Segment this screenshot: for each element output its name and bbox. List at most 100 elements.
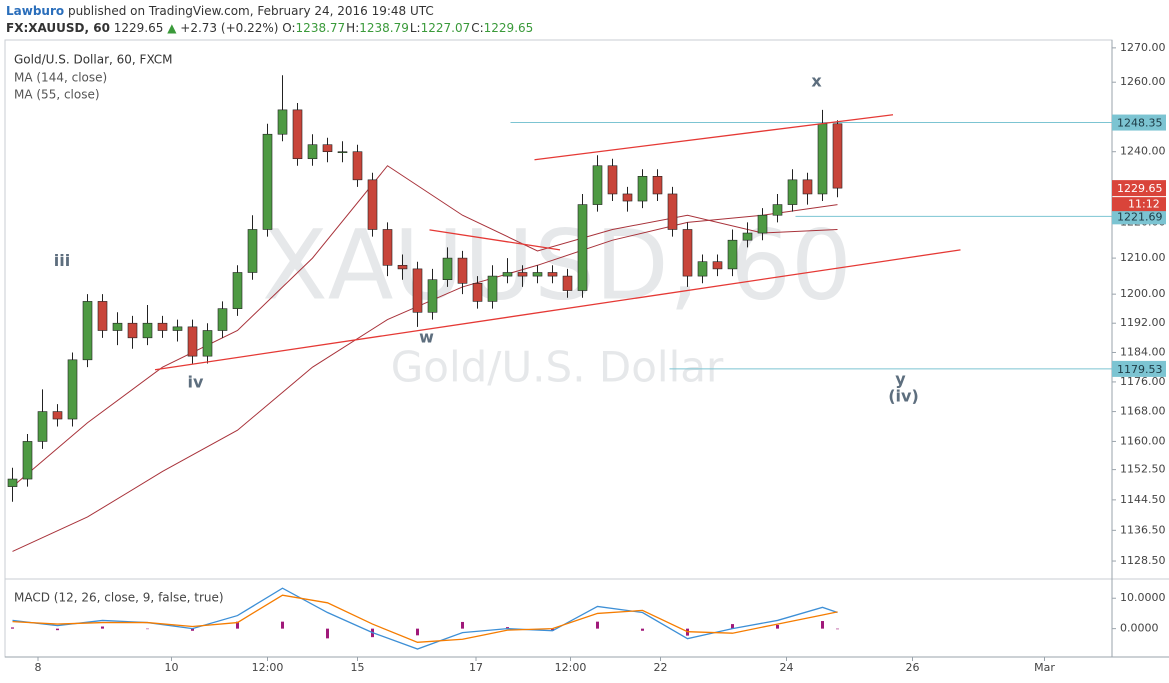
candle-body xyxy=(592,165,603,205)
quote-line: FX:XAUUSD, 60 1229.65 ▲ +2.73 (+0.22%) O… xyxy=(6,20,534,37)
candle-body xyxy=(772,204,783,216)
candle-body xyxy=(652,176,663,195)
y-tick-label: 1260.00 xyxy=(1120,75,1166,88)
histogram-bar xyxy=(416,628,419,636)
candle-body xyxy=(397,264,408,270)
candle-body xyxy=(307,144,318,160)
candle-body xyxy=(187,326,198,357)
candle-body xyxy=(742,232,753,241)
legend-entry: MA (144, close) xyxy=(14,71,107,85)
symbol: FX:XAUUSD, 60 xyxy=(6,21,110,35)
candle-body xyxy=(52,411,63,420)
x-tick-label: 24 xyxy=(780,661,794,674)
y-tick-label: 10.0000 xyxy=(1120,591,1166,604)
candle-body xyxy=(817,123,828,195)
ohlc-label: C: xyxy=(471,21,484,35)
y-tick-label: 1160.00 xyxy=(1120,434,1166,447)
trendline xyxy=(429,229,561,251)
histogram-bar xyxy=(281,621,284,629)
candle-body xyxy=(607,165,618,195)
histogram-bar xyxy=(326,628,329,639)
histogram-bar xyxy=(101,626,104,629)
candle-body xyxy=(172,326,183,331)
candle-body xyxy=(487,275,498,302)
candle-body xyxy=(322,144,333,153)
wave-label: iii xyxy=(54,251,70,270)
candle-body xyxy=(262,133,273,230)
candle-body xyxy=(442,257,453,280)
candle-body xyxy=(667,193,678,230)
published: published on TradingView.com, February 2… xyxy=(67,4,434,18)
watermark-name: Gold/U.S. Dollar xyxy=(391,343,724,392)
candle-body xyxy=(637,176,648,202)
candle-body xyxy=(217,308,228,331)
arrow: ▲ xyxy=(167,21,177,35)
wave-label: w xyxy=(419,327,434,346)
candle-body xyxy=(277,109,288,135)
histogram-bar xyxy=(821,621,824,629)
price-box xyxy=(1112,208,1166,225)
ohlc: O:1238.77H:1238.79L:1227.07C:1229.65 xyxy=(282,21,534,35)
watermark-symbol: XAUUSD, 60 xyxy=(262,209,852,321)
histogram-bar xyxy=(11,627,14,629)
candle-body xyxy=(7,478,18,487)
ohlc-label: H: xyxy=(346,21,360,35)
ohlc-value: 1238.79 xyxy=(359,21,409,35)
candle-body xyxy=(37,411,48,442)
chart-title: Gold/U.S. Dollar, 60, FXCM xyxy=(14,53,173,67)
x-tick-label: 15 xyxy=(351,661,365,674)
candle-body xyxy=(157,322,168,331)
candle-body xyxy=(472,283,483,302)
candle-body xyxy=(517,272,528,277)
candle-body xyxy=(697,261,708,277)
candle-body xyxy=(622,193,633,202)
candle-body xyxy=(562,275,573,291)
candle-body xyxy=(97,301,108,331)
ohlc-value: 1238.77 xyxy=(295,21,346,35)
ohlc-value: 1227.07 xyxy=(420,21,471,35)
histogram-bar xyxy=(641,628,644,631)
histogram-bar xyxy=(191,628,194,631)
last-price-label: 1229.65 xyxy=(1117,182,1163,195)
macd-line xyxy=(12,594,838,643)
x-tick-label: 10 xyxy=(165,661,179,674)
header: Lawburo published on TradingView.com, Fe… xyxy=(6,3,534,37)
candle-body xyxy=(292,109,303,160)
candle-body xyxy=(337,151,348,154)
countdown-label: 11:12 xyxy=(1128,198,1160,211)
y-tick-label: 1192.00 xyxy=(1120,316,1166,329)
change: +2.73 (+0.22%) xyxy=(180,21,279,35)
histogram-bar xyxy=(776,624,779,629)
candle-body xyxy=(787,179,798,205)
x-tick-label: 22 xyxy=(654,661,668,674)
y-tick-label: 1136.50 xyxy=(1120,523,1166,536)
publish-line: Lawburo published on TradingView.com, Fe… xyxy=(6,3,534,20)
candle-body xyxy=(142,322,153,339)
candle-body xyxy=(457,257,468,284)
pane-title: MACD (12, 26, close, 9, false, true) xyxy=(14,591,224,605)
histogram-bar xyxy=(836,628,839,630)
ohlc-value: 1229.65 xyxy=(483,21,534,35)
candle-body xyxy=(682,229,693,277)
price-box-label: 1221.69 xyxy=(1117,210,1163,223)
candle-body xyxy=(532,272,543,277)
candle-body xyxy=(577,204,588,291)
y-tick-label: 1210.00 xyxy=(1120,251,1166,264)
x-tick-label: 17 xyxy=(469,661,483,674)
wave-label: y xyxy=(895,370,906,389)
author[interactable]: Lawburo xyxy=(6,4,65,18)
trendline xyxy=(534,114,894,161)
candle-body xyxy=(727,239,738,270)
wave-label: x xyxy=(811,72,822,91)
y-tick-label: 1168.00 xyxy=(1120,405,1166,418)
histogram-bar xyxy=(236,621,239,629)
candle-body xyxy=(802,179,813,195)
price-box-label: 1179.53 xyxy=(1117,363,1163,376)
histogram-bar xyxy=(506,627,509,629)
ohlc-label: L: xyxy=(409,21,421,35)
candle-body xyxy=(67,359,78,420)
y-tick-label: 1128.50 xyxy=(1120,554,1166,567)
wave-label: iv xyxy=(188,373,204,392)
histogram-bar xyxy=(551,628,554,631)
